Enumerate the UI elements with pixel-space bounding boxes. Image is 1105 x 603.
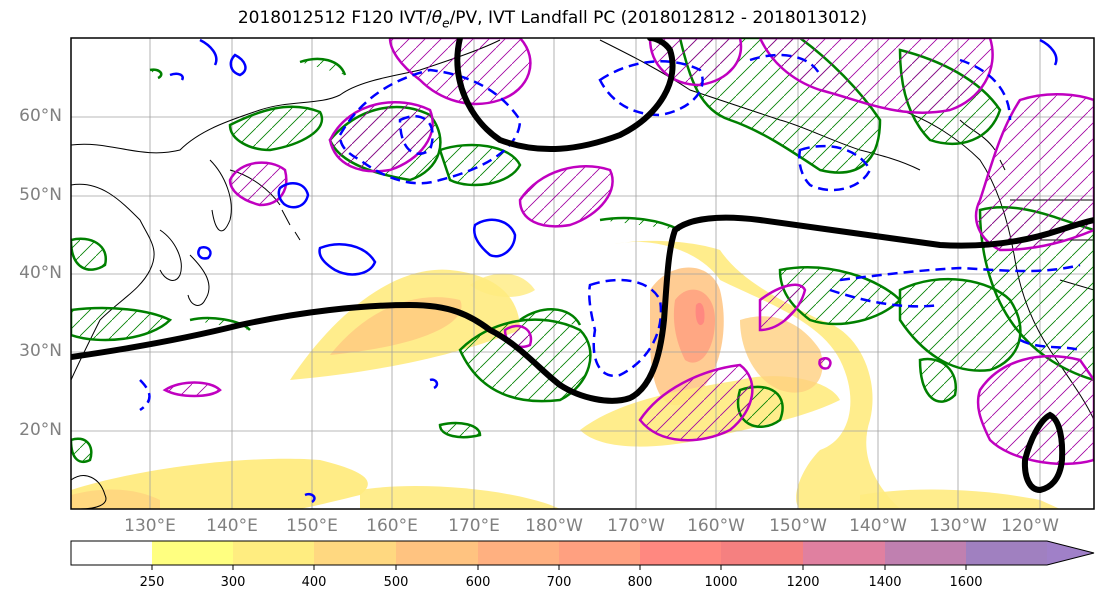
lat-label: 40°N: [19, 263, 62, 283]
lon-label: 150°E: [286, 516, 338, 536]
colorbar-segment: [966, 541, 1047, 565]
landfall-pc-contours: [71, 38, 1094, 494]
colorbar-extend-arrow: [1047, 541, 1094, 565]
colorbar-tick-label: 1400: [868, 575, 902, 590]
colorbar-ticks: [151, 565, 967, 570]
lat-label: 50°N: [19, 185, 62, 205]
colorbar-frame: [70, 540, 1095, 566]
colorbar-segment: [640, 541, 721, 565]
plot-frame: [70, 37, 1095, 510]
colorbar-segment: [478, 541, 559, 565]
colorbar-tick-label: 700: [546, 575, 572, 590]
lon-label: 160°E: [366, 516, 418, 536]
colorbar: [70, 540, 1095, 570]
colorbar-tick-label: 1600: [949, 575, 983, 590]
colorbar-segment: [396, 541, 478, 565]
map-plot-area: [71, 38, 1094, 509]
colorbar-segment: [721, 541, 803, 565]
colorbar-tick-label: 800: [627, 575, 653, 590]
lon-label: 160°W: [687, 516, 745, 536]
lon-label: 130°E: [124, 516, 176, 536]
lon-label: 150°W: [769, 516, 827, 536]
lat-label: 30°N: [19, 341, 62, 361]
colorbar-tick-label: 600: [465, 575, 491, 590]
colorbar-segment: [803, 541, 885, 565]
colorbar-segment: [314, 541, 396, 565]
colorbar-segment: [71, 541, 152, 565]
map-title: 2018012512 F120 IVT/θe/PV, IVT Landfall …: [237, 8, 868, 31]
lon-label: 140°W: [849, 516, 907, 536]
lon-label: 170°E: [448, 516, 500, 536]
colorbar-tick-label: 500: [383, 575, 409, 590]
lon-label: 120°W: [1001, 516, 1059, 536]
colorbar-tick-label: 1000: [704, 575, 738, 590]
lon-label: 130°W: [929, 516, 987, 536]
colorbar-tick-label: 250: [139, 575, 165, 590]
colorbar-segment: [152, 541, 233, 565]
colorbar-tick-label: 1200: [786, 575, 820, 590]
lon-label: 180°W: [525, 516, 583, 536]
colorbar-tick-label: 400: [301, 575, 327, 590]
lon-label: 170°W: [607, 516, 665, 536]
magenta-hatched-contours: [162, 38, 1094, 466]
colorbar-segment: [885, 541, 966, 565]
lat-label: 60°N: [19, 106, 62, 126]
lon-label: 140°E: [206, 516, 258, 536]
lat-label: 20°N: [19, 420, 62, 440]
colorbar-segment: [233, 541, 314, 565]
colorbar-tick-label: 300: [220, 575, 246, 590]
colorbar-segment: [559, 541, 640, 565]
